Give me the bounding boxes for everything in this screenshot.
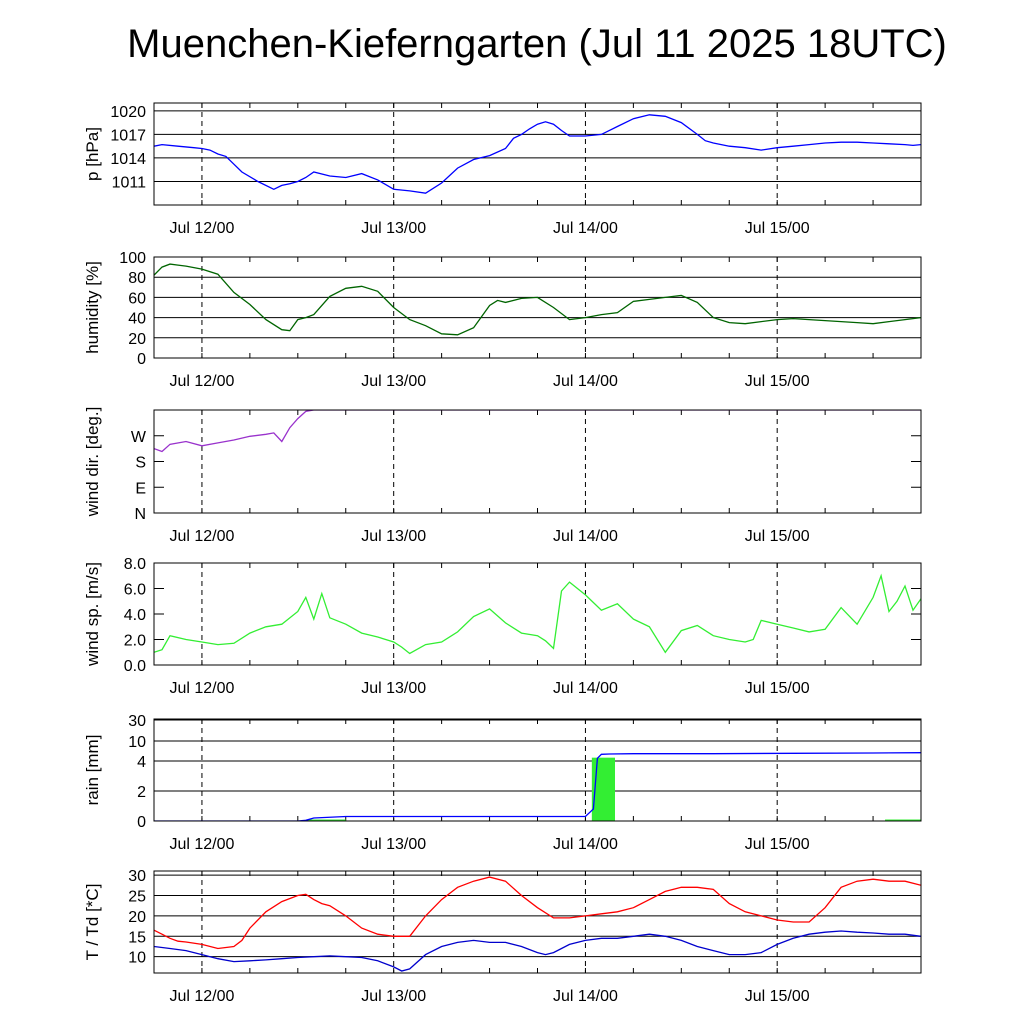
y-tick-label: 4.0 bbox=[124, 607, 146, 624]
y-axis-label: humidity [%] bbox=[83, 261, 102, 354]
y-tick-label: 10 bbox=[128, 734, 146, 751]
panel-5: 0 2 4 10 30 Jul 12/00 Jul 13/00 Jul 14/00 Jul 15… bbox=[83, 713, 922, 853]
y-tick-label: 0 bbox=[137, 814, 146, 831]
y-axis-label: wind sp. [m/s] bbox=[83, 562, 102, 667]
y-tick-label: 1014 bbox=[110, 151, 146, 168]
y-axis-label: wind dir. [deg.] bbox=[83, 407, 102, 518]
x-tick-label: Jul 14/00 bbox=[553, 220, 618, 237]
y-tick-label: 20 bbox=[128, 331, 146, 348]
panel-2: 0 20 40 60 80 100 Jul 12/00 Jul 13/00 Jul 14/00 J… bbox=[83, 250, 922, 390]
y-tick-label: 2 bbox=[137, 784, 146, 801]
y-tick-label: 1017 bbox=[110, 127, 146, 144]
x-tick-label: Jul 12/00 bbox=[169, 528, 234, 545]
x-tick-label: Jul 12/00 bbox=[169, 836, 234, 853]
rain-bar bbox=[591, 757, 615, 821]
y-tick-label: 0.0 bbox=[124, 658, 146, 675]
y-tick-label: 8.0 bbox=[124, 556, 146, 573]
series-line bbox=[154, 114, 921, 194]
panel-1: 1011 1014 1017 1020 Jul 12/00 Jul 13/00 Jul 14… bbox=[83, 102, 922, 237]
chart-title: Muenchen-Kieferngarten (Jul 11 2025 18UT… bbox=[127, 22, 947, 66]
y-tick-label: 15 bbox=[128, 929, 146, 946]
series-line bbox=[154, 410, 921, 453]
series-line bbox=[154, 263, 921, 336]
x-tick-label: Jul 15/00 bbox=[745, 680, 810, 697]
x-tick-label: Jul 14/00 bbox=[553, 988, 618, 1005]
plot-frame bbox=[153, 409, 922, 514]
y-tick-label: E bbox=[135, 480, 146, 497]
series-line bbox=[154, 752, 921, 821]
x-tick-label: Jul 15/00 bbox=[745, 528, 810, 545]
x-tick-label: Jul 14/00 bbox=[553, 836, 618, 853]
x-tick-label: Jul 15/00 bbox=[745, 836, 810, 853]
y-tick-label: 4 bbox=[137, 754, 146, 771]
plot-frame bbox=[153, 718, 922, 822]
y-tick-label: 100 bbox=[119, 250, 146, 267]
y-tick-label: 20 bbox=[128, 909, 146, 926]
y-tick-label: 40 bbox=[128, 311, 146, 328]
x-tick-label: Jul 13/00 bbox=[361, 220, 426, 237]
x-tick-label: Jul 13/00 bbox=[361, 373, 426, 390]
x-tick-label: Jul 13/00 bbox=[361, 988, 426, 1005]
y-tick-label: 1020 bbox=[110, 104, 146, 121]
y-tick-label: 0 bbox=[137, 351, 146, 368]
y-tick-label: 30 bbox=[128, 868, 146, 885]
x-tick-label: Jul 12/00 bbox=[169, 373, 234, 390]
series-line bbox=[154, 573, 921, 655]
y-tick-label: 80 bbox=[128, 270, 146, 287]
y-tick-label: 1011 bbox=[112, 174, 147, 191]
x-tick-label: Jul 13/00 bbox=[361, 680, 426, 697]
x-tick-label: Jul 14/00 bbox=[553, 528, 618, 545]
y-tick-label: W bbox=[131, 429, 147, 446]
series-line bbox=[154, 876, 921, 950]
x-tick-label: Jul 15/00 bbox=[745, 220, 810, 237]
x-tick-label: Jul 14/00 bbox=[553, 680, 618, 697]
x-tick-label: Jul 12/00 bbox=[169, 988, 234, 1005]
y-tick-label: 30 bbox=[128, 713, 146, 730]
x-tick-label: Jul 12/00 bbox=[169, 220, 234, 237]
panel-4: 0.0 2.0 4.0 6.0 8.0 Jul 12/00 Jul 13/00 Jul 14/… bbox=[83, 556, 922, 697]
series-line bbox=[154, 930, 921, 972]
y-axis-label: T / Td [*C] bbox=[83, 884, 102, 961]
x-tick-label: Jul 12/00 bbox=[169, 680, 234, 697]
y-tick-label: N bbox=[134, 506, 146, 523]
x-tick-label: Jul 15/00 bbox=[745, 988, 810, 1005]
y-axis-label: rain [mm] bbox=[83, 735, 102, 806]
plot-frame bbox=[153, 102, 922, 206]
x-tick-label: Jul 14/00 bbox=[553, 373, 618, 390]
plot-frame bbox=[153, 562, 922, 666]
y-tick-label: 25 bbox=[128, 888, 146, 905]
x-tick-label: Jul 15/00 bbox=[745, 373, 810, 390]
x-tick-label: Jul 13/00 bbox=[361, 836, 426, 853]
y-tick-label: 6.0 bbox=[124, 582, 146, 599]
y-tick-label: 10 bbox=[128, 950, 146, 967]
plot-frame bbox=[153, 256, 922, 359]
y-tick-label: 60 bbox=[128, 290, 146, 307]
y-axis-label: p [hPa] bbox=[83, 127, 102, 181]
y-tick-label: S bbox=[135, 455, 146, 472]
y-tick-label: 2.0 bbox=[124, 633, 146, 650]
plot-frame bbox=[153, 870, 922, 974]
x-tick-label: Jul 13/00 bbox=[361, 528, 426, 545]
panel-6: 10 15 20 25 30 Jul 12/00 Jul 13/00 Jul 14/00 Jul… bbox=[83, 868, 922, 1005]
